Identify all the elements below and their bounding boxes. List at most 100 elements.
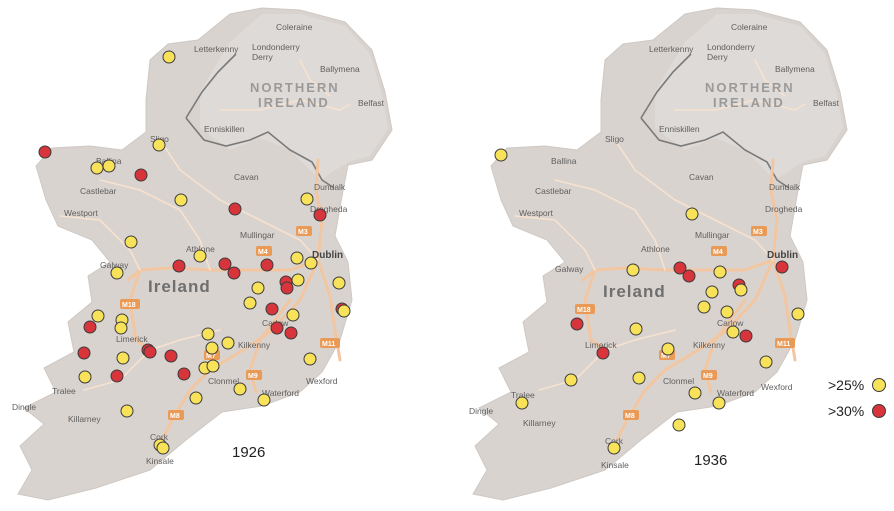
dot-yellow (720, 305, 734, 319)
road-m9-label: M9 (703, 373, 713, 380)
dot-yellow (759, 355, 773, 369)
town-dundalk: Dundalk (314, 182, 346, 192)
dot-yellow (632, 371, 646, 385)
road-m18-label: M18 (122, 302, 136, 309)
town-killarney: Killarney (523, 418, 556, 428)
town-westport: Westport (64, 208, 98, 218)
dot-red (143, 345, 157, 359)
ireland-ni-label: IRELAND (258, 95, 330, 110)
northern-label: NORTHERN (250, 80, 340, 95)
map-labels: NORTHERN IRELAND Ireland Dublin Colerain… (12, 22, 385, 466)
ireland-ni-label: IRELAND (713, 95, 785, 110)
dot-red (164, 349, 178, 363)
dot-yellow (286, 308, 300, 322)
town-drogheda: Drogheda (310, 204, 348, 214)
dot-red (682, 269, 696, 283)
town-ballymena: Ballymena (775, 64, 815, 74)
dot-yellow (114, 321, 128, 335)
road-m3-label: M3 (298, 229, 308, 236)
dot-yellow (564, 373, 578, 387)
dot-yellow (290, 251, 304, 265)
dot-red (596, 346, 610, 360)
dot-yellow (110, 266, 124, 280)
dot-red (172, 259, 186, 273)
dot-yellow (221, 336, 235, 350)
town-cavan: Cavan (689, 172, 714, 182)
dot-yellow (629, 322, 643, 336)
dot-yellow (243, 296, 257, 310)
town-tralee: Tralee (52, 386, 76, 396)
town-coleraine: Coleraine (276, 22, 313, 32)
town-castlebar: Castlebar (535, 186, 572, 196)
dot-yellow (332, 276, 346, 290)
map-1936: M4 M3 M18 M11 M7 M9 M8 NORTHERN IRELAND … (455, 0, 875, 511)
legend-dot-yellow (872, 378, 886, 392)
dot-red (227, 266, 241, 280)
dot-yellow (206, 359, 220, 373)
town-dingle: Dingle (12, 402, 36, 412)
town-derry: Derry (707, 52, 729, 62)
country-label: Ireland (603, 282, 666, 301)
dot-yellow (174, 193, 188, 207)
town-clonmel: Clonmel (663, 376, 694, 386)
road-shields: M4 M3 M18 M11 M7 M9 M8 (575, 226, 795, 420)
town-kinsale: Kinsale (146, 456, 174, 466)
town-belfast: Belfast (358, 98, 385, 108)
dot-yellow (233, 382, 247, 396)
town-enniskillen: Enniskillen (659, 124, 700, 134)
year-label-1926: 1926 (232, 444, 266, 461)
dot-yellow (626, 263, 640, 277)
road-m8-label: M8 (170, 413, 180, 420)
town-wexford: Wexford (306, 376, 338, 386)
town-mullingar: Mullingar (695, 230, 730, 240)
road-m7-label: M7 (206, 353, 216, 360)
dot-red (83, 320, 97, 334)
dot-red (739, 329, 753, 343)
town-clonmel: Clonmel (208, 376, 239, 386)
dots-1936 (494, 148, 805, 455)
dot-yellow (78, 370, 92, 384)
town-londonderry: Londonderry (707, 42, 755, 52)
road-m11-label: M11 (322, 341, 335, 348)
town-sligo: Sligo (605, 134, 624, 144)
town-galway: Galway (100, 260, 129, 270)
dot-yellow (201, 327, 215, 341)
dot-red (177, 367, 191, 381)
dot-yellow (124, 235, 138, 249)
town-waterford: Waterford (262, 388, 299, 398)
country-label: Ireland (148, 277, 211, 296)
town-limerick: Limerick (585, 340, 617, 350)
dot-red (673, 261, 687, 275)
legend-label-25: >25% (828, 377, 865, 393)
dot-yellow (291, 273, 305, 287)
map-labels: NORTHERN IRELAND Ireland Dublin Colerain… (469, 22, 840, 470)
town-cavan: Cavan (234, 172, 259, 182)
town-kilkenny: Kilkenny (693, 340, 726, 350)
town-tralee: Tralee (511, 390, 535, 400)
dot-red (265, 302, 279, 316)
dot-red (284, 326, 298, 340)
dot-yellow (300, 192, 314, 206)
dot-yellow (494, 148, 508, 162)
dot-yellow (205, 341, 219, 355)
dot-yellow (91, 309, 105, 323)
dot-yellow (257, 393, 271, 407)
dot-red (218, 257, 232, 271)
road-m3-label: M3 (753, 229, 763, 236)
map-canvas-1936: M4 M3 M18 M11 M7 M9 M8 NORTHERN IRELAND … (469, 7, 848, 501)
town-drogheda: Drogheda (765, 204, 803, 214)
dot-yellow (189, 391, 203, 405)
dot-yellow (304, 256, 318, 270)
map-canvas-1926: M4 M3 M18 M11 M7 M9 M8 NORTHERN IRELAND … (12, 7, 393, 501)
dot-red (313, 208, 327, 222)
road-m18-label: M18 (577, 307, 591, 314)
town-enniskillen: Enniskillen (204, 124, 245, 134)
town-galway: Galway (555, 264, 584, 274)
dot-yellow (156, 441, 170, 455)
dot-yellow (607, 441, 621, 455)
town-ballina: Ballina (551, 156, 577, 166)
dot-yellow (120, 404, 134, 418)
dot-yellow (162, 50, 176, 64)
dot-yellow (303, 352, 317, 366)
town-dundalk: Dundalk (769, 182, 801, 192)
